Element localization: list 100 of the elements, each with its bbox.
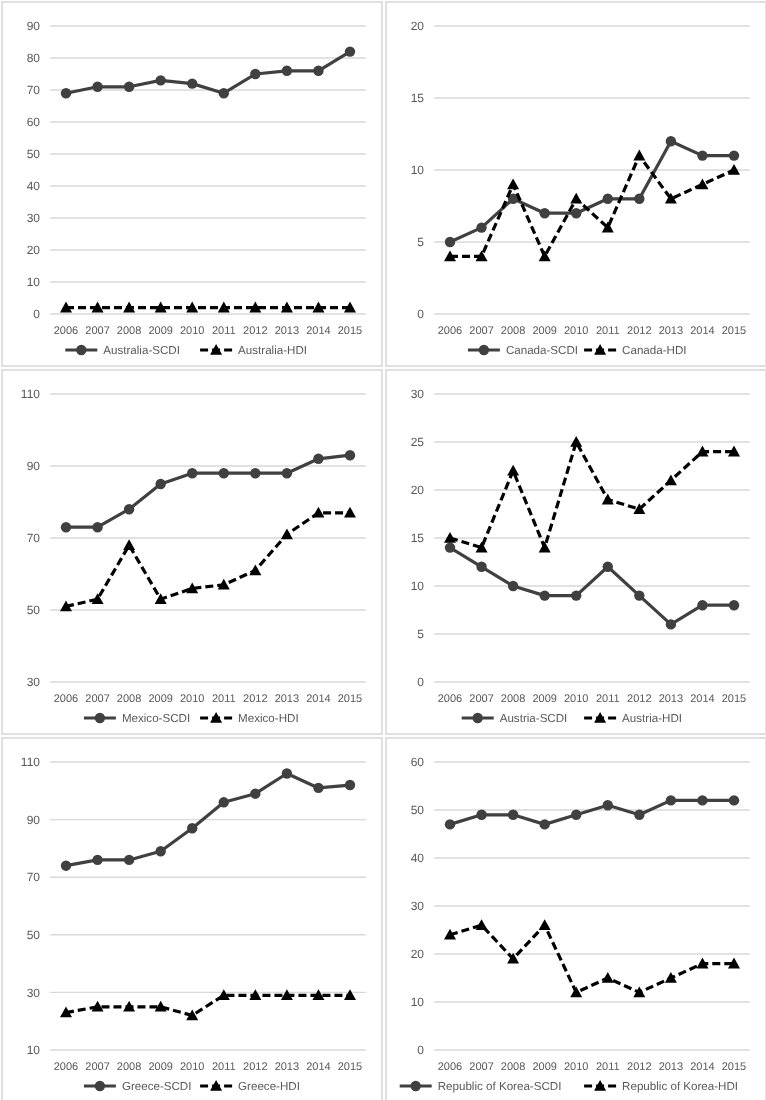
point [344,779,356,791]
point [602,561,613,572]
point [218,797,229,808]
point [444,542,456,553]
point [476,561,487,572]
point [249,564,262,576]
point [634,590,645,601]
point [633,149,646,161]
point [123,504,135,515]
point [155,478,166,490]
point [312,989,325,1001]
point [665,136,677,147]
point [91,1000,104,1012]
point [664,474,677,486]
point [344,301,356,313]
point [187,468,198,479]
point [313,65,324,76]
point [60,600,72,612]
point [507,952,520,964]
point [154,593,167,604]
point [444,928,456,940]
point [123,81,135,92]
point [633,986,646,998]
point [313,782,324,794]
point [634,193,645,204]
point [92,522,103,533]
point [249,301,262,313]
point [186,301,199,313]
point [91,301,104,313]
point [728,957,740,969]
point [728,445,740,457]
point [60,301,72,313]
point [602,193,613,204]
point [570,986,583,998]
point [507,809,519,820]
point [571,208,582,219]
point [217,578,230,590]
point [187,823,198,834]
point [154,1000,167,1012]
point [475,541,488,553]
point [444,250,456,262]
point [281,65,293,76]
point [60,88,72,99]
point [187,78,198,89]
point [280,528,293,540]
point [571,590,582,601]
point [281,768,293,779]
point [344,46,356,57]
point [312,301,325,313]
point [186,582,199,594]
point [344,450,356,461]
point [250,468,261,479]
point [476,809,487,820]
point [313,453,324,464]
point [475,919,488,930]
point [634,809,645,820]
point [476,222,487,233]
point [538,919,551,930]
point [123,854,135,866]
point [601,972,614,983]
point [60,1006,72,1018]
point [123,539,136,550]
point [123,301,136,313]
point [697,795,708,806]
point [250,68,261,80]
point [664,972,677,983]
point [697,150,708,161]
point [281,468,293,479]
point [665,795,677,806]
point [344,506,356,518]
point [633,503,646,514]
point [507,193,519,204]
point [249,989,262,1001]
point [601,493,614,505]
point [539,208,550,219]
point [728,795,740,806]
point [602,800,613,811]
point [539,590,550,601]
point [217,301,230,313]
point [250,788,261,799]
point [570,192,583,204]
point [697,600,708,611]
point [218,468,229,479]
point [280,989,293,1001]
point [155,846,166,857]
point [60,860,72,871]
point [154,301,167,313]
point [60,522,72,533]
point [539,819,550,830]
point [475,250,488,262]
point [280,301,293,313]
point [92,81,103,92]
point [444,236,456,248]
point [728,164,740,175]
point [538,250,551,262]
point [91,593,104,604]
point [123,1000,136,1012]
point [696,957,709,969]
point [696,445,709,457]
point [728,600,740,611]
